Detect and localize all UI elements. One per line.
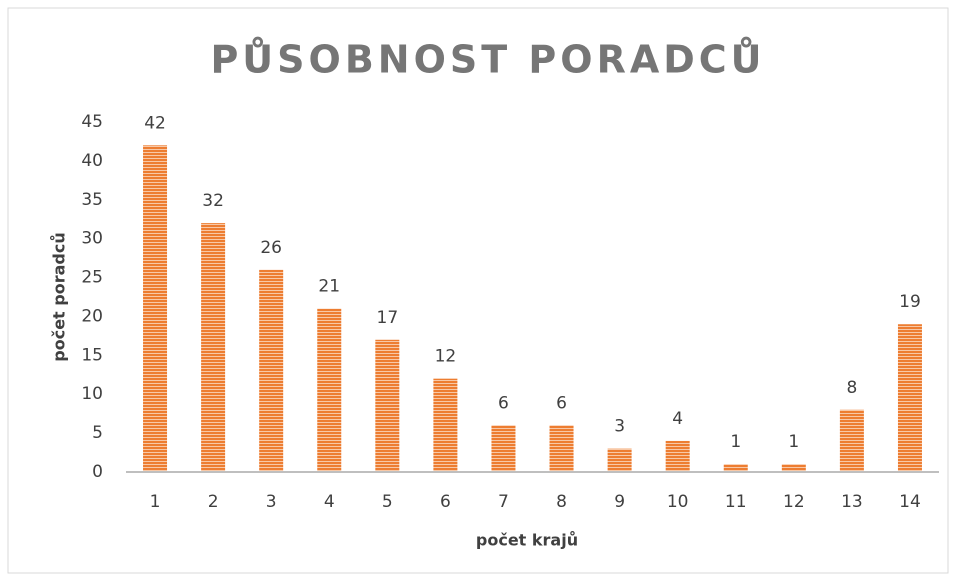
- data-label: 12: [435, 347, 457, 367]
- y-tick-label: 20: [81, 306, 103, 326]
- data-label: 1: [730, 432, 741, 452]
- y-tick-label: 45: [81, 112, 103, 132]
- x-tick-label: 11: [725, 492, 747, 512]
- y-tick-label: 5: [92, 423, 103, 443]
- data-label: 21: [318, 277, 340, 297]
- data-label: 32: [202, 191, 224, 211]
- bar: [839, 409, 864, 472]
- x-tick-label: 2: [208, 492, 219, 512]
- bar: [201, 223, 226, 472]
- y-tick-label: 35: [81, 190, 103, 210]
- x-tick-label: 12: [783, 492, 805, 512]
- data-label: 19: [899, 292, 921, 312]
- bar: [491, 425, 516, 472]
- bar: [259, 269, 284, 472]
- data-label: 8: [846, 378, 857, 398]
- data-label: 26: [260, 238, 282, 258]
- data-label: 6: [498, 393, 509, 413]
- x-tick-label: 3: [266, 492, 277, 512]
- data-label: 6: [556, 393, 567, 413]
- bar: [897, 324, 922, 472]
- x-tick-label: 4: [324, 492, 335, 512]
- x-tick-label: 6: [440, 492, 451, 512]
- data-label: 17: [377, 308, 399, 328]
- bar: [375, 339, 400, 472]
- data-label: 1: [788, 432, 799, 452]
- bar: [781, 464, 806, 472]
- y-tick-label: 0: [92, 462, 103, 482]
- x-axis-title: počet krajů: [476, 531, 578, 550]
- x-tick-label: 5: [382, 492, 393, 512]
- data-label: 4: [672, 409, 683, 429]
- data-label: 42: [144, 113, 166, 133]
- bar: [549, 425, 574, 472]
- bar: [723, 464, 748, 472]
- bar: [433, 378, 458, 472]
- chart-title: PŮSOBNOST PORADCŮ: [210, 38, 765, 82]
- bar: [607, 448, 632, 472]
- bar: [665, 440, 690, 472]
- y-tick-label: 40: [81, 151, 103, 171]
- x-tick-label: 10: [667, 492, 689, 512]
- x-tick-label: 13: [841, 492, 863, 512]
- data-label: 3: [614, 417, 625, 437]
- x-tick-label: 14: [899, 492, 921, 512]
- bar: [143, 145, 168, 473]
- x-tick-label: 7: [498, 492, 509, 512]
- y-axis-title: počet poradců: [50, 232, 69, 361]
- y-tick-label: 25: [81, 268, 103, 288]
- x-tick-label: 1: [150, 492, 161, 512]
- y-tick-label: 10: [81, 384, 103, 404]
- y-tick-label: 30: [81, 229, 103, 249]
- x-tick-label: 8: [556, 492, 567, 512]
- x-tick-label: 9: [614, 492, 625, 512]
- bar: [317, 308, 342, 472]
- y-tick-label: 15: [81, 345, 103, 365]
